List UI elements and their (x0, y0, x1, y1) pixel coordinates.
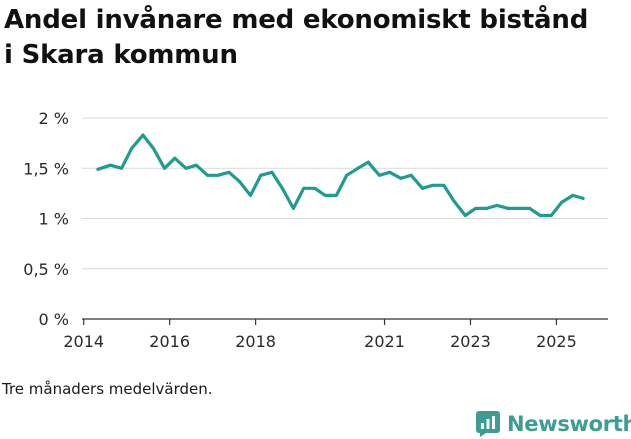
data-point (388, 170, 392, 174)
brand-name: Newsworthy (507, 412, 631, 436)
data-point (431, 183, 435, 187)
line-chart: 0 % 0,5 % 1 % 1,5 % 2 % 2014 2016 2018 2021 2023 2… (23, 109, 608, 351)
data-point (366, 160, 370, 164)
x-tick-label: 2018 (235, 332, 276, 351)
data-point (151, 146, 155, 150)
data-point (270, 170, 274, 174)
data-point (571, 193, 575, 197)
y-tick-label: 0 % (39, 310, 69, 329)
footnote: Tre månaders medelvärden. (2, 380, 213, 398)
data-point (581, 196, 585, 200)
data-point (495, 203, 499, 207)
data-point (96, 167, 100, 171)
data-point (227, 170, 231, 174)
series-line (96, 133, 585, 218)
data-point (538, 213, 542, 217)
data-point (323, 193, 327, 197)
data-point (506, 206, 510, 210)
x-tick-label: 2014 (63, 332, 104, 351)
gridlines (82, 117, 608, 270)
data-point (108, 163, 112, 167)
data-point (184, 166, 188, 170)
y-tick-label: 1 % (39, 210, 69, 229)
data-point (528, 206, 532, 210)
data-point (141, 133, 145, 137)
brand-logo: Newsworthy (476, 408, 631, 439)
data-point (248, 193, 252, 197)
data-point (259, 173, 263, 177)
data-point (120, 166, 124, 170)
data-point (442, 183, 446, 187)
data-point (485, 206, 489, 210)
data-point (216, 173, 220, 177)
data-point (291, 206, 295, 210)
data-point (345, 173, 349, 177)
data-point (549, 213, 553, 217)
data-point (474, 206, 478, 210)
data-point (302, 186, 306, 190)
data-point (377, 173, 381, 177)
data-point (420, 186, 424, 190)
data-point (452, 199, 456, 203)
x-axis (82, 318, 608, 325)
series-layer (96, 133, 585, 218)
data-point (334, 193, 338, 197)
data-point (280, 186, 284, 190)
tick-labels: 0 % 0,5 % 1 % 1,5 % 2 % 2014 2016 2018 2021 2023 2… (23, 109, 577, 351)
newsworthy-logo-icon (476, 411, 500, 437)
data-point (194, 163, 198, 167)
data-point (163, 166, 167, 170)
x-tick-label: 2023 (450, 332, 491, 351)
chart-title: Andel invånare med ekonomiskt bistånd i … (4, 5, 589, 70)
data-point (463, 213, 467, 217)
x-tick-label: 2021 (364, 332, 405, 351)
data-point (409, 173, 413, 177)
x-tick-label: 2025 (536, 332, 577, 351)
data-point (130, 146, 134, 150)
data-point (560, 200, 564, 204)
data-point (205, 173, 209, 177)
x-tick-label: 2016 (149, 332, 190, 351)
data-point (399, 176, 403, 180)
y-tick-label: 2 % (39, 109, 69, 128)
data-point (173, 156, 177, 160)
y-tick-label: 1,5 % (23, 159, 69, 178)
data-point (517, 206, 521, 210)
data-point (356, 166, 360, 170)
y-tick-label: 0,5 % (23, 260, 69, 279)
data-point (313, 186, 317, 190)
data-point (237, 179, 241, 183)
